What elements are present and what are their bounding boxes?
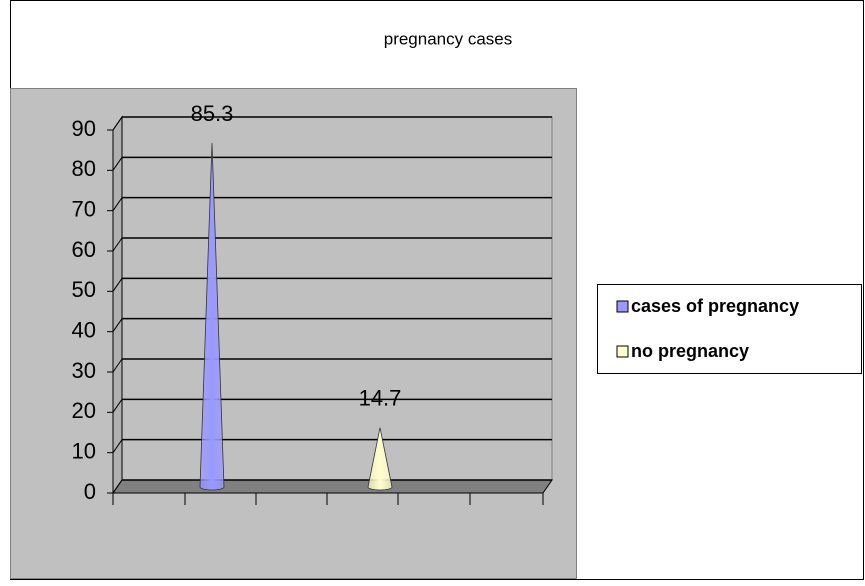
grid-line: [112, 157, 123, 171]
y-tick-label: 30: [72, 358, 96, 383]
y-tick-label: 80: [72, 156, 96, 181]
back-wall: [121, 116, 553, 481]
data-label: 14.7: [359, 386, 402, 411]
y-tick-label: 0: [84, 479, 96, 504]
legend-swatch: [616, 300, 629, 313]
y-tick-label: 70: [72, 196, 96, 221]
legend-label: cases of pregnancy: [631, 296, 799, 316]
floor: [112, 479, 553, 494]
data-label: 85.3: [191, 101, 234, 126]
cone: [199, 142, 225, 491]
y-tick-label: 10: [72, 438, 96, 463]
chart-title: pregnancy cases: [384, 29, 513, 48]
grid-line: [112, 278, 123, 292]
y-tick-label: 50: [72, 277, 96, 302]
legend-label: no pregnancy: [631, 341, 749, 361]
grid-line: [112, 439, 123, 453]
side-wall: [112, 115, 123, 495]
legend-swatch: [616, 345, 629, 358]
grid-line: [112, 116, 123, 131]
y-tick-label: 20: [72, 398, 96, 423]
y-tick-label: 40: [72, 317, 96, 342]
grid-line: [112, 358, 123, 373]
grid-line: [112, 479, 123, 494]
grid-line: [112, 197, 123, 211]
cone: [367, 427, 393, 491]
y-tick-label: 90: [72, 116, 96, 141]
grid-line: [112, 237, 123, 252]
x-axis-ticks: [112, 493, 544, 505]
grid-line: [112, 399, 123, 413]
legend: [597, 284, 862, 374]
grid-line: [112, 318, 123, 332]
y-tick-label: 60: [72, 237, 96, 262]
